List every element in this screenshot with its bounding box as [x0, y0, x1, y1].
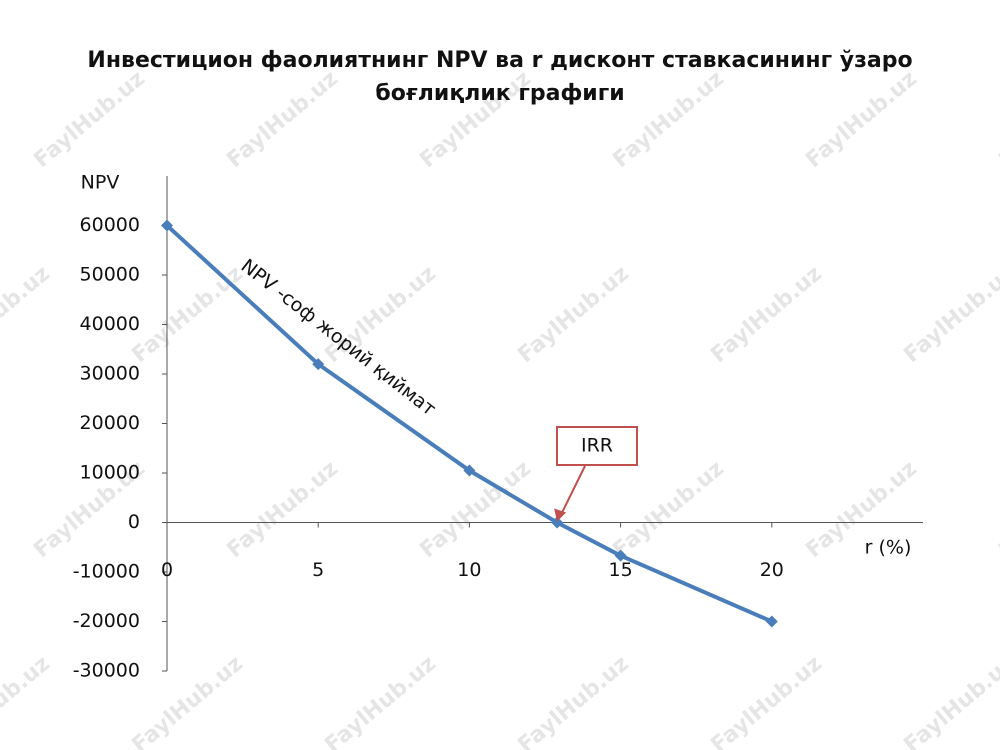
- watermark: FaylHub.uz: [899, 651, 1000, 750]
- watermark: FaylHub.uz: [706, 651, 827, 750]
- x-tick-label: 20: [760, 559, 784, 581]
- annotation: IRR: [581, 435, 613, 457]
- watermark: FaylHub.uz: [222, 456, 343, 563]
- watermark: FaylHub.uz: [0, 261, 55, 368]
- watermark: FaylHub.uz: [608, 456, 729, 563]
- watermark: FaylHub.uz: [127, 261, 248, 368]
- watermark: FaylHub.uz: [513, 651, 634, 750]
- watermark: FaylHub.uz: [706, 261, 827, 368]
- annotation-arrowhead: [554, 508, 567, 522]
- annotation-arrow: [560, 465, 586, 515]
- y-tick-label: 40000: [80, 313, 140, 335]
- plot: -30000 -20000 -10000 0 10000 20000 30000 40000 5…: [73, 172, 923, 682]
- y-tick-label: 20000: [80, 412, 140, 434]
- point: [463, 464, 476, 477]
- point: [614, 549, 627, 562]
- chart-title: Инвестицион фаолиятнинг NPV ва r дисконт…: [87, 48, 913, 106]
- annotation-box: [556, 426, 638, 466]
- watermark: FaylHub.uz: [320, 651, 441, 750]
- line: [165, 224, 773, 624]
- y-tick-label: 0: [128, 511, 140, 533]
- x-tick-label: 5: [312, 559, 324, 581]
- point: [765, 615, 778, 628]
- y-tick-label: 30000: [80, 363, 140, 385]
- watermark: FaylHub.uz: [994, 66, 1000, 173]
- y-tick-label: -10000: [73, 561, 140, 583]
- x-tick-label: 0: [161, 559, 173, 581]
- watermarks: FaylHub.uz FaylHub.uz FaylHub.uz FaylHub.uz…: [0, 66, 1000, 750]
- watermark: FaylHub.uz: [127, 651, 248, 750]
- watermark: FaylHub.uz: [899, 261, 1000, 368]
- y-tick-label: 60000: [80, 214, 140, 236]
- y-tick-label: -30000: [73, 660, 140, 682]
- point: [161, 219, 173, 232]
- point: [312, 358, 325, 371]
- y-tick-label: -20000: [73, 610, 140, 632]
- watermark: FaylHub.uz: [994, 456, 1000, 563]
- x-tick-label: 15: [609, 559, 633, 581]
- point: [551, 516, 564, 529]
- y-tick-label: 50000: [80, 264, 140, 286]
- watermark: FaylHub.uz: [513, 261, 634, 368]
- watermark: FaylHub.uz: [0, 651, 55, 750]
- y-axis-label: NPV: [81, 172, 120, 194]
- x-axis-label: r (%): [865, 537, 912, 559]
- x-tick-label: 10: [457, 559, 481, 581]
- watermark: FaylHub.uz: [320, 261, 441, 368]
- y-tick-label: 10000: [80, 462, 140, 484]
